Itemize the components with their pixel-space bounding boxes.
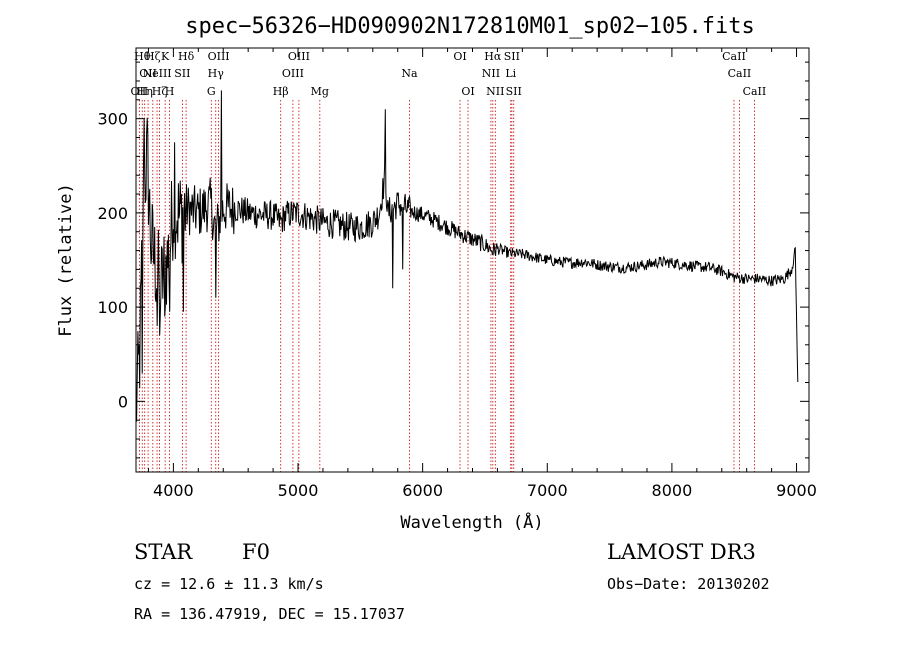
x-axis-ticks: 4000 5000 6000 7000 8000 9000 <box>147 48 817 500</box>
emission-line-label: Hθ <box>134 50 151 63</box>
spectral-subclass: F0 <box>242 540 270 564</box>
emission-line-label: NII <box>486 85 504 98</box>
redshift-cz: cz = 12.6 ± 11.3 km/s <box>134 575 324 593</box>
emission-line-label: NII <box>482 67 500 80</box>
y-tick-label: 100 <box>97 298 128 317</box>
emission-line-label: OII <box>131 85 149 98</box>
y-axis-ticks: 0 100 200 300 <box>97 61 809 459</box>
emission-line-label: Hδ <box>178 50 195 63</box>
x-tick-label: 9000 <box>776 481 817 500</box>
plot-frame <box>135 47 810 473</box>
x-tick-label: 6000 <box>402 481 443 500</box>
emission-line-label: G <box>207 85 216 98</box>
emission-line-label: OI <box>461 85 474 98</box>
emission-line-label: SII <box>506 85 522 98</box>
y-tick-label: 200 <box>97 204 128 223</box>
emission-line-label: OIII <box>208 50 230 63</box>
y-tick-label: 300 <box>97 110 128 129</box>
emission-line-label: Hα <box>484 50 502 63</box>
emission-line-label: NeIII <box>142 67 171 80</box>
y-axis-label: Flux (relative) <box>56 183 76 337</box>
emission-line-label: K <box>161 50 170 63</box>
emission-line-label: Hγ <box>208 67 225 80</box>
emission-line-label: CaII <box>728 67 752 80</box>
object-type: STAR <box>134 540 193 564</box>
emission-line-label: Na <box>401 67 418 80</box>
emission-line-label: H <box>165 85 175 98</box>
emission-line-label: Hη <box>137 85 153 98</box>
emission-line-label: OIII <box>288 50 310 63</box>
y-tick-label: 0 <box>118 392 128 411</box>
emission-line-markers <box>138 100 755 472</box>
survey-name: LAMOST DR3 <box>607 540 756 564</box>
emission-line-label: SII <box>174 67 190 80</box>
emission-line-label: Mg <box>311 85 329 98</box>
emission-line-label: OIII <box>282 67 304 80</box>
coordinates: RA = 136.47919, DEC = 15.17037 <box>134 605 405 623</box>
emission-line-label: Hζ <box>145 50 161 63</box>
emission-line-label: OI <box>453 50 466 63</box>
emission-line-label: Hβ <box>273 85 289 98</box>
x-tick-label: 5000 <box>278 481 319 500</box>
emission-line-label: Li <box>505 67 516 80</box>
emission-line-label: OII <box>139 67 157 80</box>
emission-line-label: Hζ <box>152 85 168 98</box>
x-tick-label: 4000 <box>153 481 194 500</box>
x-axis-label: Wavelength (Å) <box>400 511 543 533</box>
emission-line-labels: OIIHθHηOIIHζNeIIIHζKHSIIHδGHγOIIIHβOIIIO… <box>131 50 767 98</box>
emission-line-label: CaII <box>722 50 746 63</box>
emission-line-label: SII <box>504 50 520 63</box>
emission-line-label: CaII <box>743 85 767 98</box>
spectrum-line <box>135 90 799 422</box>
x-tick-label: 8000 <box>652 481 693 500</box>
observation-date: Obs−Date: 20130202 <box>607 575 770 593</box>
x-tick-label: 7000 <box>527 481 568 500</box>
chart-title: spec−56326−HD090902N172810M01_sp02−105.f… <box>185 14 755 39</box>
